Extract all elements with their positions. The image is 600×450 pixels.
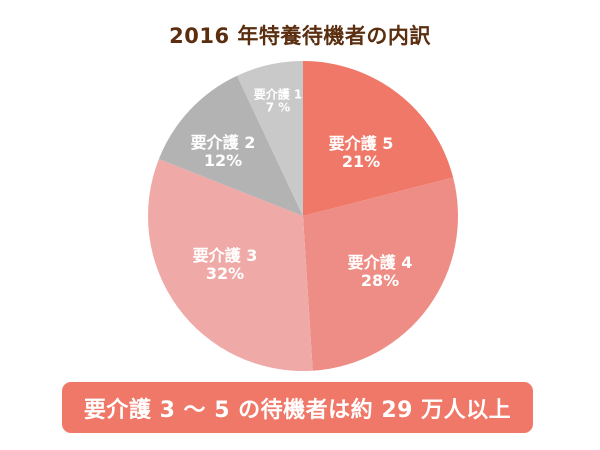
pie-slice — [158, 75, 303, 216]
slice-label-care5: 要介護 5 21% — [328, 134, 394, 171]
pie-slice — [303, 60, 454, 216]
pie-slice — [237, 61, 303, 216]
slice-label-care2: 要介護 2 12% — [190, 133, 256, 170]
slice-label-care3: 要介護 3 32% — [192, 246, 258, 283]
pie-slice — [147, 158, 313, 371]
chart-title: 2016 年特養待機者の内訳 — [169, 24, 431, 48]
slice-label-care1: 要介護 1 7 % — [253, 87, 303, 115]
summary-banner-text: 要介護 3 ～ 5 の待機者は約 29 万人以上 — [83, 397, 512, 423]
pie-slice — [303, 177, 458, 371]
slice-label-care4: 要介護 4 28% — [347, 253, 413, 290]
summary-banner: 要介護 3 ～ 5 の待機者は約 29 万人以上 — [62, 382, 533, 433]
